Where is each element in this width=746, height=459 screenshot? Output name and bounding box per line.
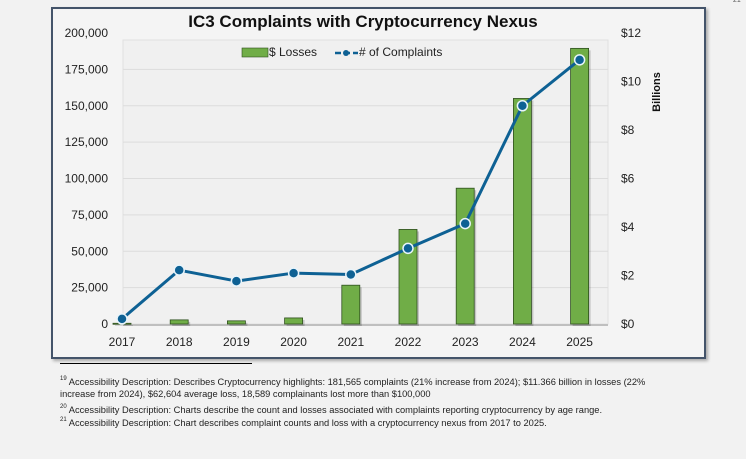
complaints-point-2020 bbox=[287, 267, 300, 279]
chart-svg: 0 25,000 50,000 75,000 100,000 125,000 150,000… bbox=[65, 12, 663, 349]
legend-losses-swatch bbox=[241, 47, 269, 58]
legend-losses-label: $ Losses bbox=[269, 45, 317, 59]
bar-losses-2022 bbox=[398, 229, 418, 325]
x-axis-tick-label: 2024 bbox=[509, 335, 536, 349]
complaints-point-2017 bbox=[116, 313, 128, 325]
footnote-text: Accessibility Description: Describes Cry… bbox=[60, 377, 646, 399]
legend-complaints-marker bbox=[343, 50, 349, 56]
x-axis-tick-label: 2018 bbox=[166, 335, 193, 349]
footnote-text: Accessibility Description: Charts descri… bbox=[68, 405, 603, 415]
complaints-point-2025 bbox=[573, 54, 586, 66]
right-axis-tick-label: $2 bbox=[621, 269, 635, 283]
legend-complaints-label: # of Complaints bbox=[359, 45, 442, 59]
left-axis-tick-label: 125,000 bbox=[65, 135, 109, 149]
footnote-number: 21 bbox=[60, 417, 67, 423]
left-axis-tick-label: 150,000 bbox=[65, 99, 109, 113]
bar-shadow bbox=[115, 325, 133, 326]
footnote-divider bbox=[60, 363, 252, 364]
right-axis-tick-label: $4 bbox=[621, 220, 635, 234]
x-axis-tick-label: 2020 bbox=[280, 335, 307, 349]
left-axis-tick-label: 100,000 bbox=[65, 172, 109, 186]
left-axis-tick-label: 25,000 bbox=[71, 281, 108, 295]
left-axis-tick-label: 0 bbox=[101, 317, 108, 331]
footnote-number: 19 bbox=[60, 376, 67, 382]
right-axis-tick-label: $8 bbox=[621, 123, 635, 137]
complaints-point-2018 bbox=[173, 264, 185, 276]
left-axis-tick-label: 200,000 bbox=[65, 26, 109, 40]
right-axis-tick-label: $12 bbox=[621, 26, 641, 40]
left-axis-tick-label: 50,000 bbox=[71, 244, 108, 258]
complaints-point-2023 bbox=[459, 217, 471, 230]
bar-losses-2025 bbox=[570, 47, 589, 325]
bar-losses-2020 bbox=[284, 317, 304, 325]
bar-shadow bbox=[229, 322, 248, 326]
plot-area bbox=[122, 39, 609, 325]
x-axis-tick-label: 2021 bbox=[337, 335, 364, 349]
bar-losses-2018 bbox=[169, 319, 189, 325]
page-number: 21 bbox=[733, 0, 741, 4]
x-axis-tick-label: 2019 bbox=[223, 335, 250, 349]
chart-title: IC3 Complaints with Cryptocurrency Nexus bbox=[188, 12, 538, 31]
bar-losses-2021 bbox=[341, 284, 361, 325]
footnote-21: 21 Accessibility Description: Chart desc… bbox=[60, 417, 680, 429]
right-axis-tick-label: $0 bbox=[621, 317, 635, 331]
right-axis-tick-label: $6 bbox=[621, 172, 635, 186]
footnote-20: 20 Accessibility Description: Charts des… bbox=[60, 404, 680, 416]
right-axis-tick-label: $10 bbox=[621, 75, 641, 89]
complaints-point-2019 bbox=[230, 275, 243, 287]
x-axis-tick-label: 2023 bbox=[452, 335, 479, 349]
bar-losses-2019 bbox=[226, 320, 246, 325]
complaints-point-2021 bbox=[345, 268, 357, 281]
left-axis-tick-label: 75,000 bbox=[71, 208, 108, 222]
left-axis-tick-label: 175,000 bbox=[65, 62, 109, 76]
footnote-text: Accessibility Description: Chart describ… bbox=[68, 418, 547, 428]
complaints-point-2024 bbox=[516, 100, 529, 112]
footnote-number: 20 bbox=[60, 404, 67, 410]
bar-losses-2024 bbox=[513, 98, 532, 325]
x-axis-tick-label: 2017 bbox=[109, 335, 136, 349]
right-axis-label: Billions bbox=[651, 72, 663, 112]
footnote-19: 19 Accessibility Description: Describes … bbox=[60, 376, 680, 400]
x-axis-tick-label: 2025 bbox=[566, 335, 593, 349]
x-axis-tick-label: 2022 bbox=[395, 335, 422, 349]
complaints-point-2022 bbox=[402, 242, 414, 255]
